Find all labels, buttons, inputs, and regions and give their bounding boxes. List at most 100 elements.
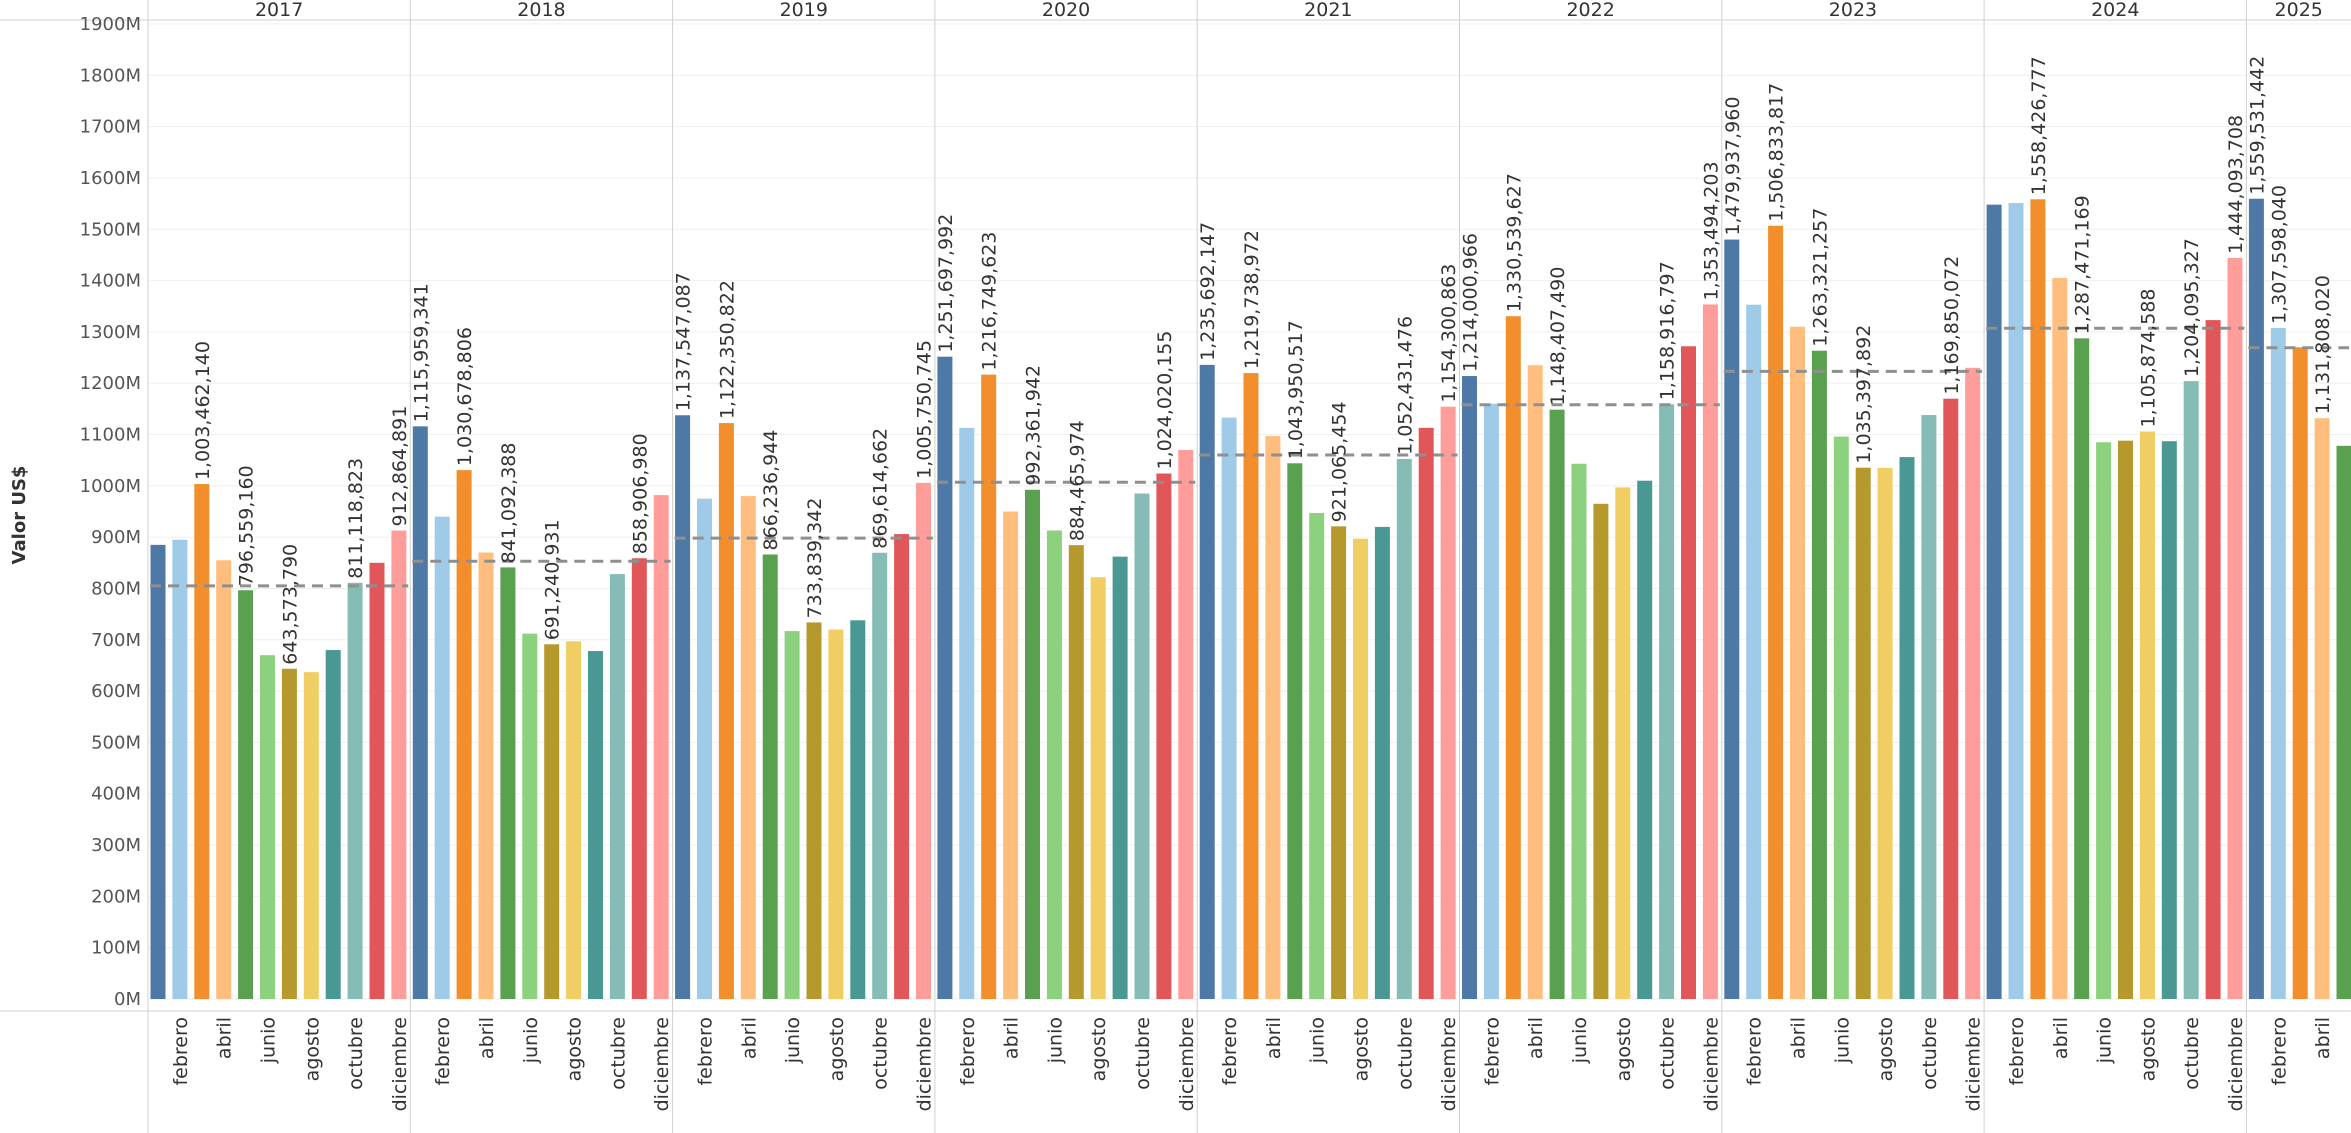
data-label: 1,506,833,817 [1766,83,1788,222]
bar [391,530,407,999]
month-label: diciembre [914,1017,936,1111]
month-label: diciembre [651,1017,673,1111]
data-label: 1,169,850,072 [1941,256,1963,395]
bar [653,495,669,999]
bar [216,560,232,999]
data-label: 1,115,959,341 [410,283,432,422]
data-label: 884,465,974 [1066,420,1088,541]
year-header: 2023 [1829,0,1877,21]
bar [347,582,363,999]
bar [434,516,450,999]
month-label: junio [1307,1017,1329,1064]
bar [325,650,341,999]
bar [1418,427,1434,1000]
bar [1681,346,1696,999]
month-label: octubre [1394,1017,1416,1090]
data-label: 912,864,891 [389,406,411,527]
month-label: junio [1831,1017,1853,1064]
data-label: 1,444,093,708 [2225,115,2247,254]
month-label: octubre [1919,1017,1941,1090]
year-header: 2020 [1042,0,1090,21]
data-label: 1,035,397,892 [1853,325,1875,464]
data-label: 1,307,598,040 [2268,185,2290,324]
average-reference-lines [150,326,2349,588]
month-label: agosto [1875,1017,1897,1081]
month-label: junio [782,1017,804,1064]
y-axis-label: Valor US$ [9,466,30,565]
month-label: agosto [564,1017,586,1081]
month-label: febrero [695,1017,717,1086]
month-label: junio [1569,1017,1591,1064]
bar [1855,467,1871,1000]
bar [1199,364,1215,1000]
bar [1702,304,1718,1000]
y-tick-label: 300M [91,835,141,856]
y-tick-label: 400M [91,784,141,805]
bar [1965,367,1981,999]
month-label: junio [2094,1017,2116,1064]
month-label: febrero [170,1017,192,1086]
y-tick-label: 800M [91,578,141,599]
month-label: abril [214,1017,236,1059]
bar [1921,415,1937,999]
year-header: 2022 [1566,0,1614,21]
month-label: febrero [2006,1017,2028,1086]
month-label: diciembre [389,1017,411,1111]
data-label: 1,148,407,490 [1547,267,1569,406]
data-label: 1,235,692,147 [1197,222,1219,361]
month-label: agosto [1088,1017,1110,1081]
data-label: 1,216,749,623 [979,232,1001,371]
bars [150,198,2351,1000]
bar [1287,463,1303,999]
data-label: 1,287,471,169 [2072,195,2094,334]
month-label: diciembre [1438,1017,1460,1111]
bar [609,574,625,999]
bar [1811,350,1827,999]
y-tick-label: 1200M [80,373,141,394]
bar [2336,445,2351,999]
month-label: octubre [345,1017,367,1090]
y-tick-label: 1700M [80,117,141,138]
bar [2270,327,2286,999]
bar [1790,326,1805,999]
data-label: 1,558,426,777 [2028,56,2050,195]
bar [238,590,254,999]
bar [1396,458,1412,999]
bar [916,482,931,999]
data-label: 1,131,808,020 [2312,275,2334,414]
month-label: octubre [1657,1017,1679,1090]
data-label: 1,003,462,140 [192,341,214,480]
data-label: 1,263,321,257 [1809,208,1831,347]
bar [1593,503,1609,999]
month-label: abril [738,1017,760,1059]
bar [1353,538,1368,999]
bar [172,539,188,999]
bar [937,356,953,1000]
month-label: junio [258,1017,280,1064]
bar [1483,403,1499,1000]
data-label: 811,118,823 [345,458,367,579]
bar [828,629,844,999]
bar [1943,398,1959,999]
bar [981,374,997,999]
bar [1659,404,1675,999]
bar [1221,417,1237,999]
month-label: febrero [1744,1017,1766,1086]
bar [2205,320,2221,999]
bar [1986,204,2002,999]
data-label: 1,024,020,155 [1154,331,1176,470]
bar [959,427,975,1000]
bar [1549,409,1565,999]
y-tick-label: 1300M [80,322,141,343]
data-label: 1,479,937,960 [1722,97,1744,236]
data-label: 1,105,874,588 [2137,288,2159,427]
month-label: abril [1788,1017,1810,1059]
bar [1003,511,1019,999]
data-label: 643,573,790 [279,544,301,665]
data-label: 1,353,494,203 [1700,161,1722,300]
y-tick-label: 700M [91,630,141,651]
bar [260,655,275,999]
bar [369,562,385,999]
month-label: diciembre [1963,1017,1985,1111]
